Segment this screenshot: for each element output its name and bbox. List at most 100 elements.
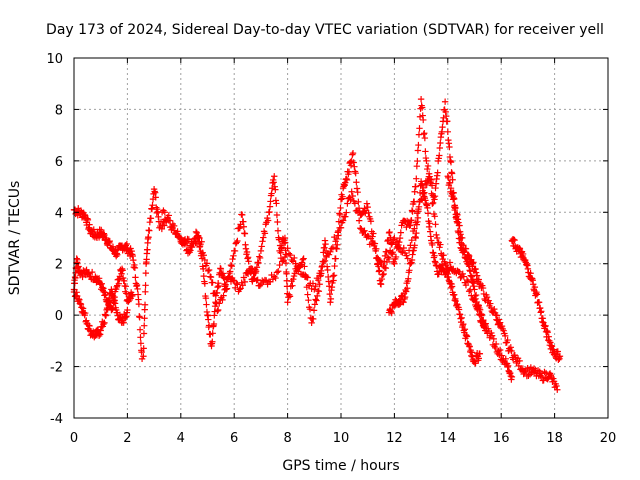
data-point	[215, 282, 222, 290]
data-point	[426, 175, 434, 183]
data-point	[446, 259, 454, 266]
data-point	[404, 255, 411, 262]
data-point	[544, 329, 551, 336]
data-point	[380, 270, 387, 278]
data-point	[334, 241, 341, 249]
x-tick-label: 20	[600, 431, 617, 446]
data-point	[132, 274, 139, 281]
data-point	[475, 276, 482, 283]
data-point	[82, 309, 89, 317]
data-point	[244, 270, 252, 278]
data-point	[287, 251, 294, 259]
data-point	[406, 267, 413, 274]
data-point	[427, 180, 434, 187]
data-point	[408, 256, 416, 264]
data-point	[554, 386, 561, 393]
data-point	[270, 179, 277, 186]
data-point	[326, 290, 333, 298]
data-point	[141, 315, 148, 322]
data-point	[444, 118, 451, 125]
data-point	[296, 264, 303, 271]
data-point	[429, 241, 436, 249]
x-tick-label: 4	[177, 431, 185, 446]
data-point	[344, 200, 351, 207]
data-point	[275, 268, 282, 275]
data-point	[236, 286, 243, 293]
data-point	[417, 95, 425, 103]
data-point	[349, 151, 356, 158]
data-point	[339, 193, 346, 200]
data-point	[283, 270, 290, 277]
data-point	[476, 350, 484, 357]
data-point	[301, 263, 308, 270]
data-point	[451, 291, 458, 298]
data-point	[347, 196, 354, 203]
x-tick-label: 2	[123, 431, 131, 446]
data-point	[88, 268, 96, 276]
data-point	[291, 254, 298, 262]
data-point	[496, 346, 504, 354]
data-point	[229, 255, 236, 263]
data-point	[266, 208, 273, 216]
data-point	[421, 134, 429, 142]
data-point	[245, 258, 252, 265]
data-point	[424, 210, 432, 217]
data-point	[315, 288, 323, 295]
data-point	[429, 200, 436, 207]
data-point	[124, 306, 131, 314]
data-point	[212, 292, 219, 299]
data-point	[333, 235, 341, 243]
data-point	[201, 280, 209, 287]
data-point	[363, 200, 371, 207]
data-point	[273, 211, 281, 219]
data-point	[542, 322, 549, 330]
data-point	[253, 277, 260, 284]
data-point	[432, 221, 439, 228]
data-point	[105, 302, 112, 309]
data-point	[387, 249, 395, 257]
data-point	[475, 302, 482, 309]
data-point	[411, 242, 418, 249]
data-point	[205, 316, 212, 323]
data-point	[196, 234, 203, 242]
data-point	[458, 314, 465, 322]
data-point	[101, 319, 108, 327]
data-point	[274, 218, 281, 226]
data-point	[313, 297, 320, 304]
data-point	[210, 320, 218, 328]
data-point	[401, 293, 409, 301]
y-tick-label: 6	[55, 155, 63, 170]
data-point	[158, 225, 166, 233]
data-point	[279, 258, 286, 265]
data-point	[141, 322, 148, 329]
data-point	[284, 245, 291, 252]
data-point	[239, 282, 246, 289]
data-point	[468, 273, 476, 280]
data-point	[487, 304, 495, 311]
data-point	[131, 264, 139, 272]
data-point	[174, 228, 181, 235]
data-point	[370, 240, 378, 247]
data-point	[140, 353, 147, 360]
data-point	[440, 252, 447, 259]
data-point	[425, 170, 433, 177]
data-point	[272, 274, 279, 282]
data-point	[192, 228, 200, 236]
data-point	[416, 125, 423, 132]
data-point	[500, 327, 507, 334]
data-point	[515, 362, 523, 370]
data-point	[331, 262, 338, 270]
data-point	[433, 262, 440, 270]
data-point	[261, 230, 269, 237]
data-point	[389, 239, 396, 246]
x-tick-label: 6	[230, 431, 238, 446]
data-point	[304, 274, 311, 281]
data-point	[390, 236, 397, 243]
data-point	[492, 340, 500, 348]
axis-ticks: 0 2 4 6 8 10 12 14 16 18 20 -4 -2 0 2 4 6 8 10	[46, 52, 616, 446]
data-point	[415, 141, 422, 149]
y-tick-label: 2	[55, 258, 63, 273]
data-point	[392, 253, 400, 261]
data-point	[405, 275, 412, 282]
data-point	[433, 231, 440, 239]
